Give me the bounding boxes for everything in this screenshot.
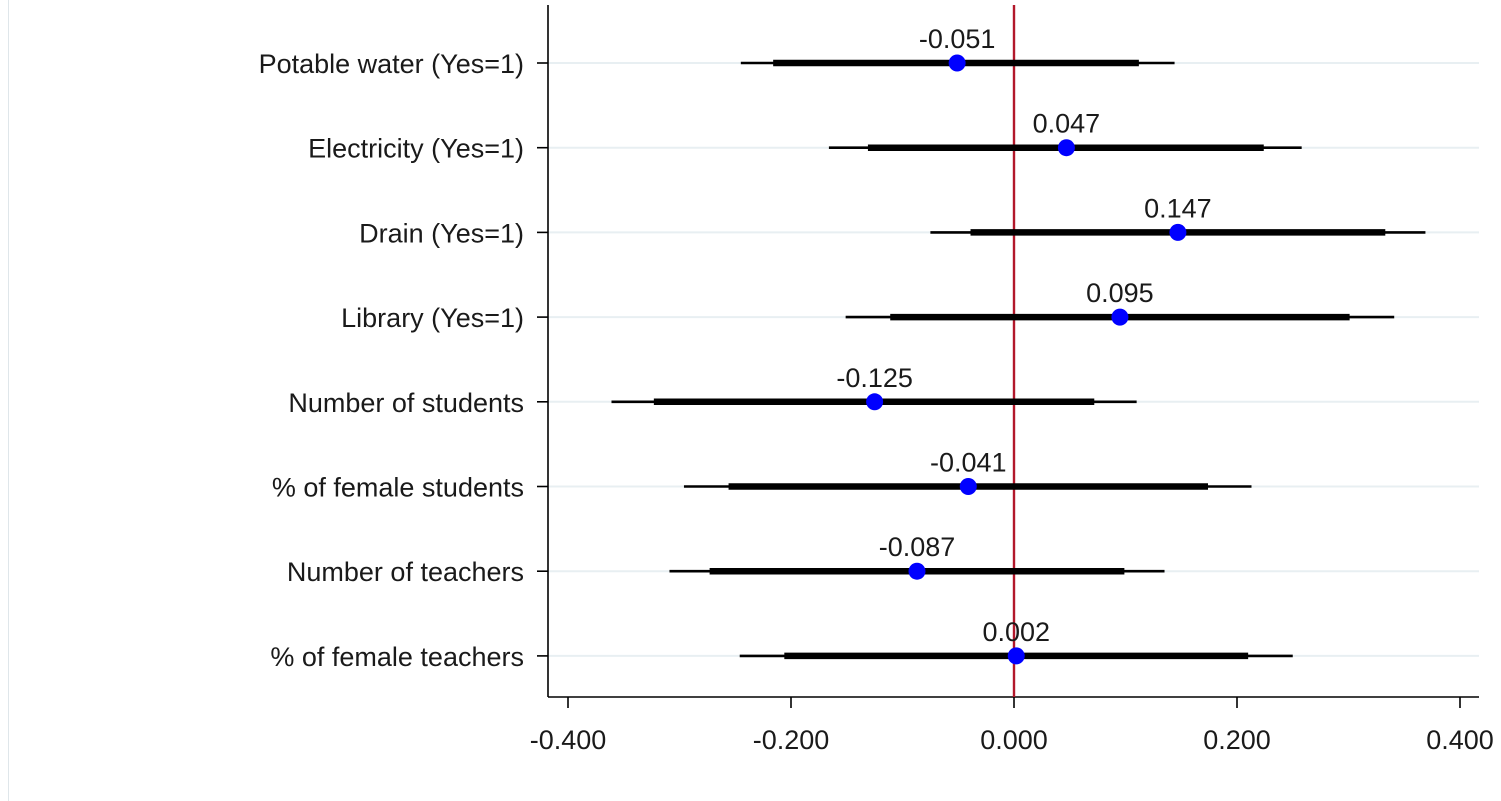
y-tick-label: % of female students <box>272 473 524 503</box>
point-estimate <box>1169 223 1187 241</box>
point-estimate <box>1111 308 1129 326</box>
data-label: 0.147 <box>1144 193 1212 223</box>
data-label: 0.002 <box>982 617 1050 647</box>
y-tick-label: Potable water (Yes=1) <box>259 49 524 79</box>
point-estimate <box>948 54 966 72</box>
y-tick-label: % of female teachers <box>270 642 524 672</box>
y-tick-label: Drain (Yes=1) <box>359 218 524 248</box>
data-label: -0.051 <box>919 24 996 54</box>
frame-left-border <box>8 0 9 801</box>
x-tick-label: 0.000 <box>980 725 1048 755</box>
y-tick-label: Number of teachers <box>287 557 524 587</box>
data-label: -0.087 <box>879 532 956 562</box>
x-tick-label: 0.200 <box>1203 725 1271 755</box>
point-estimate <box>959 478 977 495</box>
data-label: 0.047 <box>1033 109 1101 139</box>
x-tick-label: -0.400 <box>530 725 607 755</box>
label-layer: -0.400 -0.200 0.000 0.200 0.400 Potable water… <box>259 24 1494 755</box>
data-label: -0.041 <box>930 448 1007 478</box>
point-estimate <box>1007 647 1025 665</box>
point-estimate-layer <box>866 54 1187 665</box>
point-estimate <box>866 393 884 411</box>
x-tick-label: 0.400 <box>1426 725 1494 755</box>
data-label: -0.125 <box>836 363 913 393</box>
y-tick-label: Library (Yes=1) <box>341 303 524 333</box>
x-tick-label: -0.200 <box>753 725 830 755</box>
axis-layer <box>537 5 1479 708</box>
data-label: 0.095 <box>1086 278 1154 308</box>
y-tick-label: Electricity (Yes=1) <box>308 134 524 164</box>
y-tick-label: Number of students <box>288 388 524 418</box>
confidence-interval-layer <box>611 59 1426 660</box>
point-estimate <box>1057 139 1075 157</box>
point-estimate <box>908 562 926 580</box>
